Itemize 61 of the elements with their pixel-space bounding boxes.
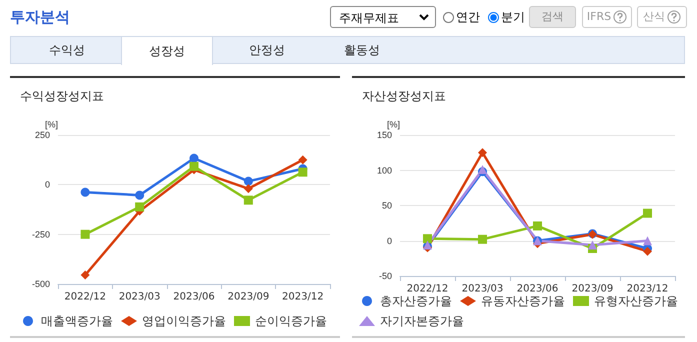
text: 활동성 <box>343 42 381 59</box>
x-tick-label: 2023/09 <box>228 292 270 302</box>
text: 연간 <box>456 10 480 24</box>
x-tick-label: 2022/12 <box>406 284 448 294</box>
text: 주재무제표 <box>330 6 436 28</box>
text: 성장성 <box>121 36 213 65</box>
y-tick-label: 0 <box>44 180 50 190</box>
chart-title: 수익성장성지표 <box>20 88 104 105</box>
legend-label: 영업이익증가율 <box>142 314 226 328</box>
point <box>298 168 308 177</box>
y-tick-label: -50 <box>378 271 392 281</box>
text: 분기 <box>501 10 525 24</box>
legend-label: 매출액증가율 <box>41 314 113 328</box>
y-tick-label: 100 <box>376 165 392 176</box>
chart-title: 자산성장성지표 <box>362 88 446 105</box>
y-tick-label: -250 <box>32 229 50 240</box>
point <box>423 234 432 244</box>
x-tick-label: 2023/12 <box>626 284 668 294</box>
point <box>80 270 90 280</box>
y-tick-label: 50 <box>382 200 392 210</box>
point <box>80 230 90 239</box>
x-tick-label: 2023/03 <box>462 284 504 294</box>
legend-label: 유형자산증가율 <box>594 294 678 308</box>
x-tick-label: 2022/12 <box>64 292 106 302</box>
text: 수익성 <box>48 42 86 59</box>
text: 산식 <box>637 6 687 28</box>
point <box>244 176 253 186</box>
legend-label: 총자산증가율 <box>380 294 452 308</box>
point <box>244 184 253 194</box>
legend-label: 자기자본증가율 <box>380 314 464 328</box>
point <box>478 148 487 158</box>
legend-label: 순이익증가율 <box>255 314 327 328</box>
point <box>643 208 652 218</box>
point <box>80 188 90 197</box>
point <box>190 162 198 171</box>
point <box>643 246 652 256</box>
y-axis-title: [%] <box>386 120 400 130</box>
point <box>244 196 253 205</box>
text: 검색 <box>529 6 576 28</box>
y-tick-label: -500 <box>32 279 50 289</box>
x-tick-label: 2023/09 <box>572 284 614 294</box>
text: 투자분석 <box>10 8 70 27</box>
x-tick-label: 2023/12 <box>282 292 324 302</box>
point <box>588 240 597 250</box>
y-tick-label: 250 <box>34 130 50 140</box>
y-tick-label: 150 <box>376 130 392 140</box>
text: 안정성 <box>248 42 286 59</box>
y-tick-label: 0 <box>386 236 392 246</box>
point <box>478 234 487 244</box>
legend-label: 유동자산증가율 <box>481 294 565 308</box>
x-tick-label: 2023/06 <box>516 284 558 294</box>
point <box>190 154 198 163</box>
y-axis-title: [%] <box>44 120 58 130</box>
point <box>135 202 144 212</box>
x-tick-label: 2023/06 <box>173 292 215 302</box>
x-tick-label: 2023/03 <box>118 292 160 302</box>
point <box>298 155 308 164</box>
point <box>135 190 144 200</box>
point <box>643 236 652 246</box>
point <box>533 221 542 230</box>
text: IFRS <box>582 6 632 28</box>
